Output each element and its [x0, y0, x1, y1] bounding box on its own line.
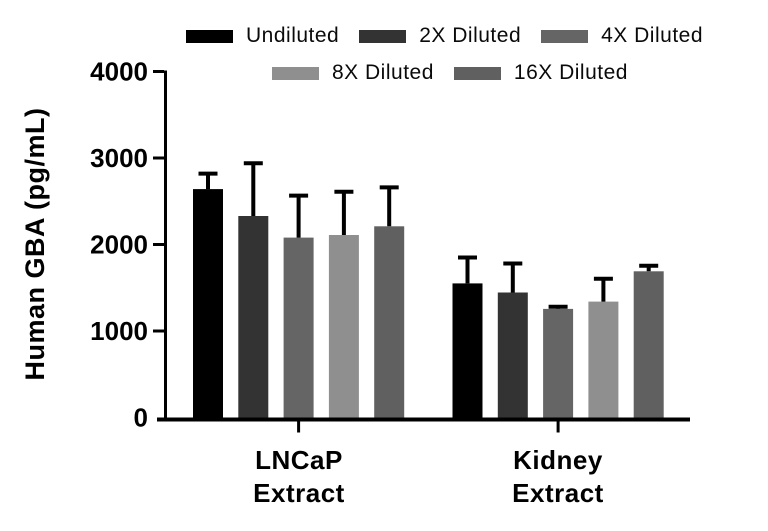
error-bar — [458, 255, 477, 284]
error-bar — [593, 276, 613, 302]
error-bar — [198, 171, 218, 190]
legend-row-2: 8X Diluted 16X Diluted — [272, 61, 628, 85]
bar-8x-diluted-group-0 — [328, 235, 359, 418]
x-axis-line — [157, 417, 690, 422]
legend-label-undiluted: Undiluted — [246, 24, 340, 47]
x-group-label-kidney-extract: Kidney Extract — [512, 445, 604, 508]
bar-16x-diluted-group-1 — [633, 271, 664, 418]
x-group-label-lncap-extract: LNCaP Extract — [253, 445, 345, 508]
legend-item-4x-diluted: 4X Diluted — [541, 24, 703, 48]
y-tick — [153, 329, 164, 333]
bar-2x-diluted-group-1 — [497, 292, 528, 418]
x-tick — [556, 421, 560, 433]
error-bar — [334, 189, 354, 235]
legend-label-2x-diluted: 2X Diluted — [419, 24, 522, 47]
legend-swatch-2x-diluted-icon — [359, 29, 407, 43]
legend-item-16x-diluted: 16X Diluted — [453, 61, 628, 85]
y-tick — [153, 243, 164, 246]
legend-row-1: Undiluted 2X Diluted 4X Diluted — [186, 24, 703, 48]
error-bar — [548, 304, 568, 309]
legend-item-undiluted: Undiluted — [186, 24, 339, 48]
legend-swatch-4x-diluted-icon — [541, 29, 589, 43]
y-tick-label: 1000 — [90, 316, 148, 346]
x-tick — [297, 421, 301, 433]
bar-2x-diluted-group-0 — [238, 216, 269, 418]
y-tick — [153, 70, 164, 73]
bar-16x-diluted-group-0 — [374, 226, 405, 418]
legend-label-4x-diluted: 4X Diluted — [601, 24, 704, 47]
y-axis-line — [164, 70, 167, 422]
error-bar — [503, 261, 523, 293]
legend-label-8x-diluted: 8X Diluted — [332, 61, 434, 84]
bar-8x-diluted-group-1 — [588, 301, 619, 418]
error-bar — [379, 185, 399, 227]
y-tick — [153, 156, 164, 160]
legend-swatch-16x-diluted-icon — [453, 66, 501, 80]
bar-4x-diluted-group-1 — [543, 308, 574, 418]
legend-swatch-undiluted-icon — [186, 29, 233, 43]
y-tick-label: 4000 — [90, 56, 148, 86]
y-tick-label: 0 — [134, 402, 148, 432]
bar-undiluted-group-1 — [452, 283, 483, 418]
y-tick-label: 3000 — [90, 143, 148, 173]
legend-item-2x-diluted: 2X Diluted — [359, 24, 521, 48]
y-axis-title: Human GBA (pg/mL) — [20, 107, 50, 381]
y-tick-label: 2000 — [90, 229, 148, 259]
legend-swatch-8x-diluted-icon — [272, 66, 319, 80]
error-bar — [639, 263, 659, 272]
bar-4x-diluted-group-0 — [283, 237, 314, 418]
bar-undiluted-group-0 — [193, 189, 223, 418]
legend-item-8x-diluted: 8X Diluted — [272, 61, 434, 85]
error-bar — [243, 161, 263, 216]
legend-label-16x-diluted: 16X Diluted — [513, 61, 628, 84]
error-bar — [289, 193, 309, 238]
